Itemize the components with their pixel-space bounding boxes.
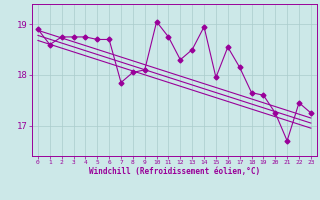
X-axis label: Windchill (Refroidissement éolien,°C): Windchill (Refroidissement éolien,°C): [89, 167, 260, 176]
